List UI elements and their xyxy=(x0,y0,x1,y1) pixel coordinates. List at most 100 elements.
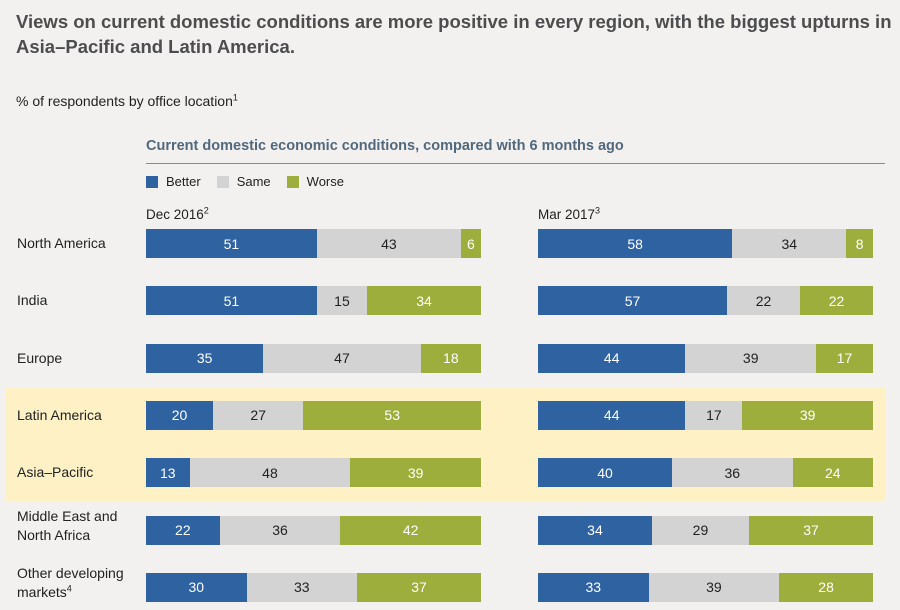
bar-segment-better: 20 xyxy=(146,400,213,430)
data-label: 47 xyxy=(334,350,350,367)
legend-swatch-same xyxy=(216,175,229,188)
data-label: 48 xyxy=(262,464,278,481)
bar-segment-better: 35 xyxy=(146,343,264,373)
bar-segment-worse: 42 xyxy=(340,515,481,545)
data-label: 53 xyxy=(384,407,400,424)
title-rule xyxy=(146,163,885,164)
bar-other-developing-markets-mar-2017: 33 39 28 xyxy=(538,572,873,602)
bar-segment-better: 51 xyxy=(146,286,317,316)
data-label: 43 xyxy=(381,235,397,252)
data-label: 36 xyxy=(724,464,741,481)
bar-latin-america-mar-2017: 44 17 39 xyxy=(538,400,873,430)
region-label-text: Middle East and North Africa xyxy=(17,507,118,543)
bar-segment-same: 36 xyxy=(672,458,793,488)
bar-segment-same: 43 xyxy=(316,229,461,258)
data-label: 51 xyxy=(223,235,240,252)
bar-europe-mar-2017: 44 39 17 xyxy=(538,343,873,373)
region-label-text: Asia–Pacific xyxy=(17,464,94,481)
region-label-latin-america: Latin America xyxy=(17,406,142,425)
region-label-other-developing-markets: Other developing markets4 xyxy=(17,564,132,602)
bar-segment-worse: 37 xyxy=(357,572,481,602)
legend-item-better: Better xyxy=(146,174,201,189)
data-label: 24 xyxy=(825,464,841,481)
bar-asia-pacific-mar-2017: 40 36 24 xyxy=(538,458,873,488)
bar-segment-same: 36 xyxy=(219,515,341,545)
bar-segment-worse: 39 xyxy=(742,400,873,430)
bar-segment-same: 33 xyxy=(246,572,358,602)
bar-segment-better: 33 xyxy=(538,572,649,602)
period-label-mar-2017: Mar 20173 xyxy=(538,206,600,222)
bar-segment-same: 47 xyxy=(263,343,421,373)
region-label-text: Latin America xyxy=(17,406,102,423)
bar-segment-worse: 6 xyxy=(460,229,481,258)
bar-segment-same: 39 xyxy=(685,343,817,373)
data-label: 36 xyxy=(272,522,288,538)
bar-middle-east-and-north-africa-mar-2017: 34 29 37 xyxy=(538,515,873,545)
data-label: 34 xyxy=(587,522,603,538)
bar-segment-better: 34 xyxy=(538,515,652,545)
period-footnote-marker: 2 xyxy=(203,205,209,216)
period-label-dec-2016: Dec 20162 xyxy=(146,205,209,222)
region-label-text: North America xyxy=(17,235,106,251)
bar-north-america-mar-2017: 58 34 8 xyxy=(538,229,873,258)
data-label: 28 xyxy=(818,579,834,596)
bar-north-america-dec-2016: 51 43 6 xyxy=(146,229,481,258)
bar-india-mar-2017: 57 22 22 xyxy=(538,286,873,316)
data-label: 39 xyxy=(799,407,816,424)
bar-other-developing-markets-dec-2016: 30 33 37 xyxy=(146,572,481,602)
legend: Better Same Worse xyxy=(146,174,360,189)
bar-segment-same: 22 xyxy=(727,286,801,316)
region-label-asia-pacific: Asia–Pacific xyxy=(17,463,142,482)
region-label-india: India xyxy=(17,291,142,310)
data-label: 37 xyxy=(411,579,427,596)
data-label: 44 xyxy=(603,407,620,424)
bar-segment-better: 57 xyxy=(538,286,728,316)
data-label: 6 xyxy=(467,235,475,252)
period-label-text: Mar 2017 xyxy=(538,207,596,222)
bar-segment-better: 58 xyxy=(538,229,733,258)
bar-segment-worse: 18 xyxy=(420,343,481,373)
bar-segment-worse: 34 xyxy=(367,286,481,316)
data-label: 58 xyxy=(627,235,643,252)
bar-segment-better: 30 xyxy=(146,572,247,602)
region-label-text: Europe xyxy=(17,349,63,366)
data-label: 42 xyxy=(402,522,419,538)
data-label: 30 xyxy=(188,579,205,596)
data-label: 22 xyxy=(755,292,772,309)
data-label: 35 xyxy=(196,350,213,367)
data-label: 39 xyxy=(742,350,759,367)
data-label: 39 xyxy=(407,464,424,481)
data-label: 20 xyxy=(171,407,188,424)
bar-segment-same: 34 xyxy=(732,229,847,258)
data-label: 40 xyxy=(597,464,613,481)
data-label: 37 xyxy=(803,522,819,538)
data-label: 39 xyxy=(706,579,722,596)
bar-segment-better: 13 xyxy=(146,458,190,488)
bar-segment-worse: 17 xyxy=(816,343,873,373)
period-label-text: Dec 2016 xyxy=(146,207,204,222)
data-label: 33 xyxy=(293,579,310,596)
bar-segment-better: 51 xyxy=(146,229,317,258)
bar-segment-better: 40 xyxy=(538,458,672,488)
legend-label-same: Same xyxy=(236,174,271,189)
legend-swatch-better xyxy=(146,175,158,188)
chart-subtitle: % of respondents by office location1 xyxy=(16,93,238,109)
bar-asia-pacific-dec-2016: 13 48 39 xyxy=(146,458,481,488)
data-label: 22 xyxy=(175,522,191,538)
data-label: 18 xyxy=(443,350,459,367)
bar-segment-worse: 39 xyxy=(350,458,481,488)
data-label: 22 xyxy=(828,292,845,309)
bar-segment-better: 22 xyxy=(146,515,220,545)
data-label: 13 xyxy=(159,464,176,481)
bar-middle-east-and-north-africa-dec-2016: 22 36 42 xyxy=(146,515,481,545)
legend-item-same: Same xyxy=(216,174,271,189)
bar-segment-better: 44 xyxy=(538,343,686,373)
bar-segment-worse: 53 xyxy=(303,400,481,430)
bar-segment-worse: 22 xyxy=(800,286,873,316)
region-label-middle-east-and-north-africa: Middle East and North Africa xyxy=(17,507,132,545)
region-label-europe: Europe xyxy=(17,349,142,368)
bar-segment-same: 17 xyxy=(685,400,743,430)
headline: Views on current domestic conditions are… xyxy=(16,11,892,57)
subtitle-text: % of respondents by office location xyxy=(16,93,233,109)
data-label: 17 xyxy=(706,407,722,424)
